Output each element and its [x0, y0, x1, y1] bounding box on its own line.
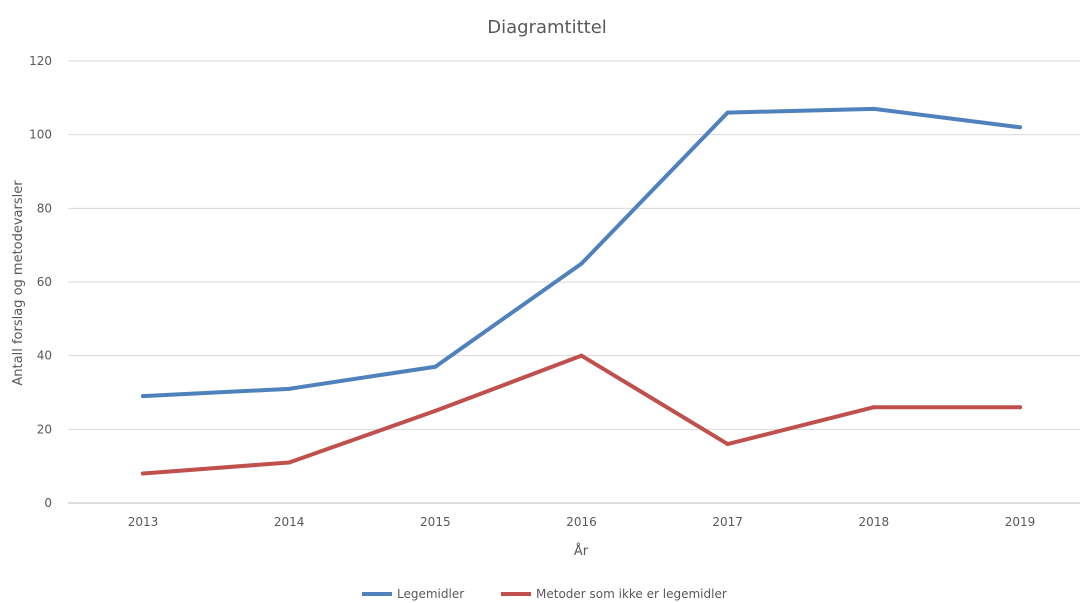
data-point	[871, 106, 876, 111]
x-tick-label: 2019	[1005, 515, 1036, 529]
data-point	[287, 386, 292, 391]
series-2	[141, 353, 1022, 476]
series-1	[141, 106, 1022, 399]
y-axis-title: Antall forslag og metodevarsler	[11, 180, 26, 386]
data-point	[579, 261, 584, 266]
legend-item: Legemidler	[362, 587, 464, 601]
gridlines	[68, 60, 1080, 504]
x-tick-label: 2014	[274, 515, 305, 529]
y-tick-label: 60	[37, 275, 52, 289]
y-tick-label: 100	[29, 128, 52, 142]
legend-item: Metoder som ikke er legemidler	[501, 587, 727, 601]
data-point	[1018, 405, 1022, 410]
series-lines	[141, 106, 1022, 476]
x-tick-label: 2018	[859, 515, 890, 529]
x-tick-label: 2017	[712, 515, 743, 529]
data-point	[433, 408, 438, 413]
x-tick-label: 2013	[128, 515, 159, 529]
x-axis-ticks: 2013 2014 2015 2016 2017 2018 2019	[128, 515, 1036, 529]
data-point	[725, 442, 730, 447]
x-tick-label: 2016	[566, 515, 597, 529]
legend: Legemidler Metoder som ikke er legemidler	[362, 587, 727, 601]
legend-label: Legemidler	[397, 587, 464, 601]
chart-title: Diagramtittel	[487, 17, 607, 38]
legend-label: Metoder som ikke er legemidler	[536, 587, 727, 601]
data-point	[871, 405, 876, 410]
x-axis-title: År	[574, 543, 589, 559]
data-point	[433, 364, 438, 369]
data-point	[1018, 125, 1022, 130]
y-tick-label: 0	[44, 496, 52, 510]
y-tick-label: 40	[37, 349, 52, 363]
data-point	[141, 471, 145, 476]
data-point	[579, 353, 584, 358]
data-point	[141, 394, 145, 399]
data-point	[725, 110, 730, 115]
series-line	[141, 106, 1022, 399]
series-line	[141, 353, 1022, 476]
y-axis-ticks: 0 20 40 60 80 100 120	[29, 54, 52, 510]
x-tick-label: 2015	[420, 515, 451, 529]
data-point	[287, 460, 292, 465]
y-tick-label: 80	[37, 201, 52, 215]
y-tick-label: 20	[37, 422, 52, 436]
y-tick-label: 120	[29, 54, 52, 68]
